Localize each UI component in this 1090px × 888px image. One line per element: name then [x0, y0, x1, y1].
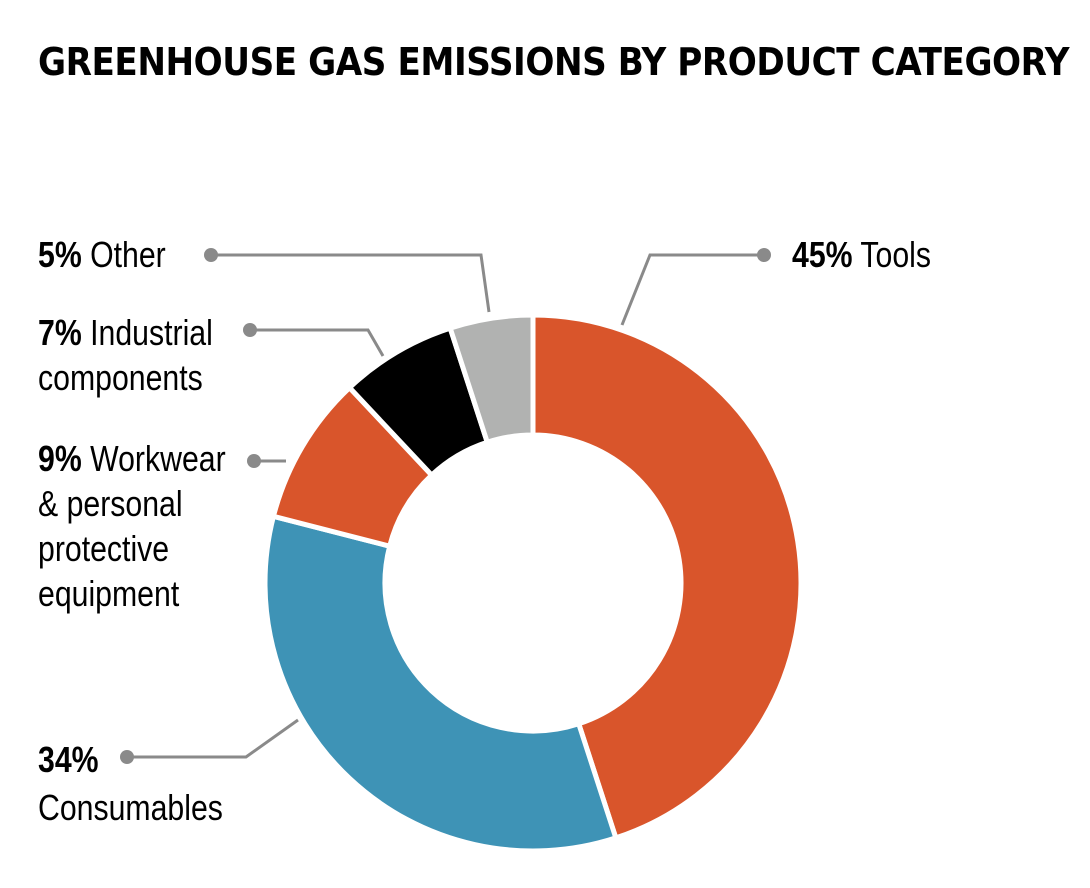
leader-workwear-dot [247, 454, 261, 468]
leader-consumables-dot [120, 750, 134, 764]
leader-tools-line [620, 253, 764, 326]
label-workwear-line4: equipment [38, 573, 180, 614]
label-consumables-pct: 34% [38, 739, 99, 780]
leader-consumables-line [127, 718, 299, 759]
label-industrial-line1: Industrial [90, 312, 213, 353]
leader-other-line [211, 253, 491, 313]
leader-industrial-components-line [250, 328, 385, 357]
leader-industrial-components-dot [243, 323, 257, 337]
label-workwear-pct: 9% [38, 438, 82, 479]
label-workwear: 9% Workwear & personal protective equipm… [38, 436, 226, 616]
leader-other-dot [204, 248, 218, 262]
slice-tools [530, 312, 804, 841]
label-industrial-components: 7% Industrial components [38, 310, 213, 400]
label-workwear-line1: Workwear [90, 438, 226, 479]
label-industrial-pct: 7% [38, 312, 82, 353]
label-other-pct: 5% [38, 234, 82, 275]
slice-consumables [262, 513, 619, 854]
label-consumables-name: Consumables [38, 787, 223, 828]
leader-tools-dot [757, 248, 771, 262]
label-consumables: 34% Consumables [38, 736, 223, 832]
label-other-name: Other [90, 234, 166, 275]
slice-other [447, 312, 536, 445]
label-other: 5% Other [38, 232, 166, 277]
label-tools-pct: 45% [792, 234, 853, 275]
label-workwear-line3: protective [38, 528, 170, 569]
label-tools-name: Tools [860, 234, 931, 275]
chart-title: GREENHOUSE GAS EMISSIONS BY PRODUCT CATE… [38, 40, 1070, 84]
label-tools: 45% Tools [792, 232, 931, 277]
label-industrial-line2: components [38, 357, 203, 398]
label-workwear-line2: & personal [38, 483, 183, 524]
